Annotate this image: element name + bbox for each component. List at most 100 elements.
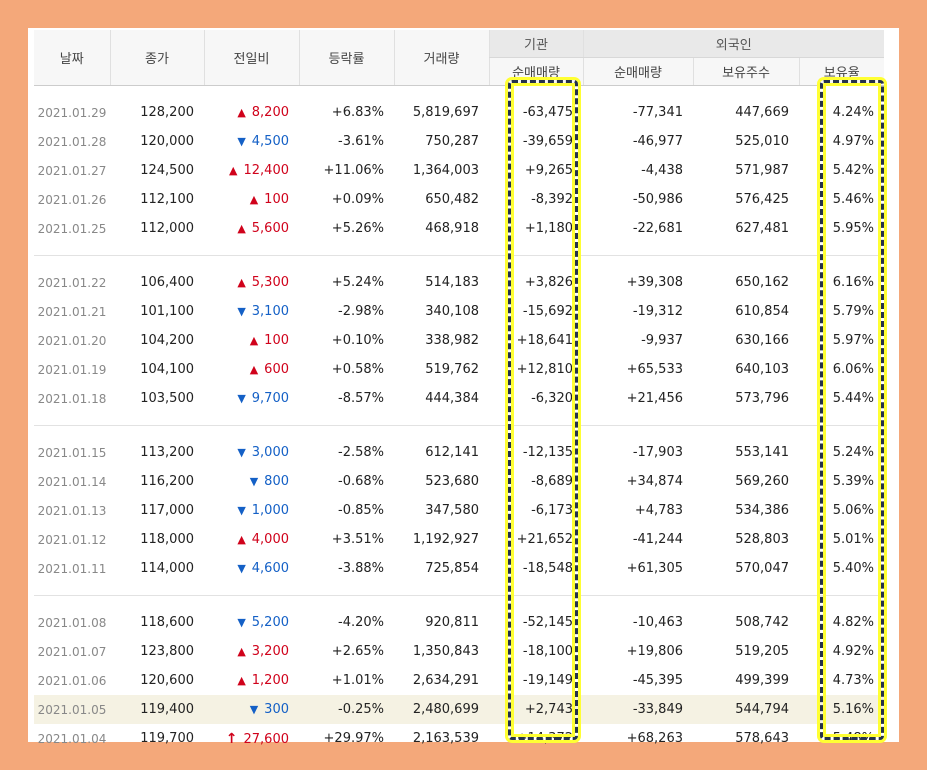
- cell-inst-net: -52,145: [522, 615, 573, 630]
- cell-volume: 514,183: [425, 275, 479, 290]
- table-row: 2021.01.04 119,700 ↑ 27,600 +29.97% 2,163,539…: [34, 724, 884, 753]
- table-row: 2021.01.05 119,400 ▼ 300 -0.25% 2,480,699 +2,7…: [34, 695, 884, 724]
- col-foreign-hold: 보유주수: [692, 57, 799, 86]
- cell-close: 117,000: [140, 503, 194, 518]
- cell-rate: -4.20%: [338, 615, 384, 630]
- cell-change: ▼ 3,100: [204, 297, 299, 326]
- cell-foreign-ratio: 4.24%: [832, 105, 874, 120]
- cell-date: 2021.01.21: [37, 304, 107, 319]
- cell-rate: +2.65%: [331, 644, 384, 659]
- cell-date: 2021.01.08: [37, 615, 107, 630]
- cell-volume: 920,811: [425, 615, 479, 630]
- col-close: 종가: [109, 30, 204, 86]
- cell-foreign-hold: 630,166: [735, 333, 789, 348]
- cell-inst-net: -18,548: [522, 561, 573, 576]
- cell-inst-net: -15,692: [522, 304, 573, 319]
- cell-change: ▲ 100: [204, 185, 299, 214]
- cell-foreign-net: +4,783: [634, 503, 683, 518]
- triangle-up-icon: ▲: [237, 276, 246, 289]
- cell-change: ▲ 8,200: [204, 98, 299, 127]
- table-row: 2021.01.20 104,200 ▲ 100 +0.10% 338,982 +18,64…: [34, 326, 884, 355]
- cell-rate: +1.01%: [331, 673, 384, 688]
- cell-volume: 612,141: [425, 445, 479, 460]
- cell-foreign-hold: 640,103: [735, 362, 789, 377]
- table-row: 2021.01.25 112,000 ▲ 5,600 +5.26% 468,918 +1,1…: [34, 214, 884, 243]
- cell-inst-net: -12,135: [522, 445, 573, 460]
- cell-date: 2021.01.04: [37, 731, 107, 746]
- cell-foreign-hold: 534,386: [735, 503, 789, 518]
- cell-inst-net: +9,265: [524, 163, 573, 178]
- cell-volume: 444,384: [425, 391, 479, 406]
- cell-rate: -0.85%: [338, 503, 384, 518]
- col-foreign-net: 순매매량: [582, 57, 693, 86]
- cell-foreign-net: -22,681: [632, 221, 683, 236]
- cell-volume: 725,854: [425, 561, 479, 576]
- triangle-down-icon: ▼: [237, 305, 246, 318]
- cell-foreign-ratio: 5.42%: [832, 163, 874, 178]
- cell-foreign-net: -41,244: [632, 532, 683, 547]
- cell-change: ▼ 1,000: [204, 496, 299, 525]
- cell-rate: +0.09%: [331, 192, 384, 207]
- cell-foreign-hold: 525,010: [735, 134, 789, 149]
- cell-date: 2021.01.06: [37, 673, 107, 688]
- change-value: 8,200: [251, 105, 289, 120]
- cell-change: ▼ 9,700: [204, 384, 299, 413]
- change-value: 4,600: [251, 561, 289, 576]
- cell-change: ▲ 100: [204, 326, 299, 355]
- cell-foreign-hold: 544,794: [693, 695, 799, 724]
- cell-rate: +6.83%: [331, 105, 384, 120]
- cell-rate: +3.51%: [331, 532, 384, 547]
- triangle-up-icon: ▲: [237, 222, 246, 235]
- triangle-down-icon: ▼: [249, 475, 259, 488]
- table-row: 2021.01.27 124,500 ▲ 12,400 +11.06% 1,364,003…: [34, 156, 884, 185]
- cell-volume: 468,918: [425, 221, 479, 236]
- cell-inst-net: -8,392: [531, 192, 573, 207]
- group-foreign: 외국인: [582, 30, 884, 58]
- cell-rate: -0.68%: [338, 474, 384, 489]
- cell-inst-net: +14,372: [516, 731, 573, 746]
- cell-change: ▲ 5,600: [204, 214, 299, 243]
- cell-date: 2021.01.13: [37, 503, 107, 518]
- cell-change: ▲ 4,000: [204, 525, 299, 554]
- cell-inst-net: +18,641: [516, 333, 573, 348]
- cell-rate: -2.98%: [338, 304, 384, 319]
- cell-foreign-hold: 627,481: [735, 221, 789, 236]
- cell-foreign-ratio: 5.44%: [832, 391, 874, 406]
- cell-foreign-ratio: 5.95%: [832, 221, 874, 236]
- cell-date: 2021.01.25: [37, 221, 107, 236]
- triangle-down-icon: ▼: [237, 392, 246, 405]
- triangle-up-icon: ▲: [229, 164, 238, 177]
- cell-foreign-net: -45,395: [632, 673, 683, 688]
- cell-rate: -2.58%: [338, 445, 384, 460]
- cell-foreign-ratio: 5.06%: [832, 503, 874, 518]
- cell-inst-net: -6,320: [531, 391, 573, 406]
- cell-foreign-hold: 508,742: [735, 615, 789, 630]
- triangle-down-icon: ▼: [237, 616, 246, 629]
- cell-foreign-hold: 569,260: [735, 474, 789, 489]
- cell-inst-net: +21,652: [516, 532, 573, 547]
- table-row: 2021.01.22 106,400 ▲ 5,300 +5.24% 514,183 +3,8…: [34, 268, 884, 297]
- cell-volume: 523,680: [425, 474, 479, 489]
- cell-inst-net: -39,659: [522, 134, 573, 149]
- change-value: 300: [264, 702, 289, 717]
- cell-date: 2021.01.11: [37, 561, 107, 576]
- cell-date: 2021.01.27: [37, 163, 107, 178]
- table-row: 2021.01.14 116,200 ▼ 800 -0.68% 523,680 -8,689…: [34, 467, 884, 496]
- cell-volume: 5,819,697: [412, 105, 479, 120]
- cell-rate: +5.24%: [331, 275, 384, 290]
- cell-volume: 1,192,927: [412, 532, 479, 547]
- cell-change: ↑ 27,600: [204, 724, 299, 753]
- cell-date: 2021.01.22: [37, 275, 107, 290]
- cell-change: ▼ 5,200: [204, 608, 299, 637]
- cell-foreign-ratio: 5.01%: [832, 532, 874, 547]
- cell-date: 2021.01.15: [37, 445, 107, 460]
- cell-foreign-ratio: 5.48%: [832, 731, 874, 746]
- cell-inst-net: -8,689: [531, 474, 573, 489]
- change-value: 5,200: [251, 615, 289, 630]
- triangle-down-icon: ▼: [249, 703, 259, 716]
- cell-foreign-ratio: 5.16%: [799, 695, 884, 724]
- table-row: 2021.01.21 101,100 ▼ 3,100 -2.98% 340,108 -15,…: [34, 297, 884, 326]
- triangle-up-icon: ▲: [249, 193, 259, 206]
- cell-close: 118,000: [140, 532, 194, 547]
- cell-close: 103,500: [140, 391, 194, 406]
